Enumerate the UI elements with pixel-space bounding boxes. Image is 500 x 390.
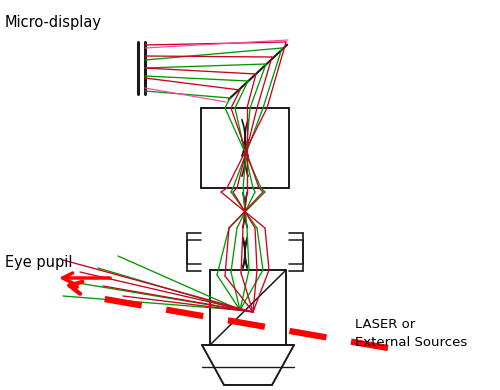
Text: LASER or
External Sources: LASER or External Sources bbox=[355, 318, 467, 349]
Text: Micro-display: Micro-display bbox=[5, 14, 102, 30]
Text: Eye pupil: Eye pupil bbox=[5, 255, 72, 269]
